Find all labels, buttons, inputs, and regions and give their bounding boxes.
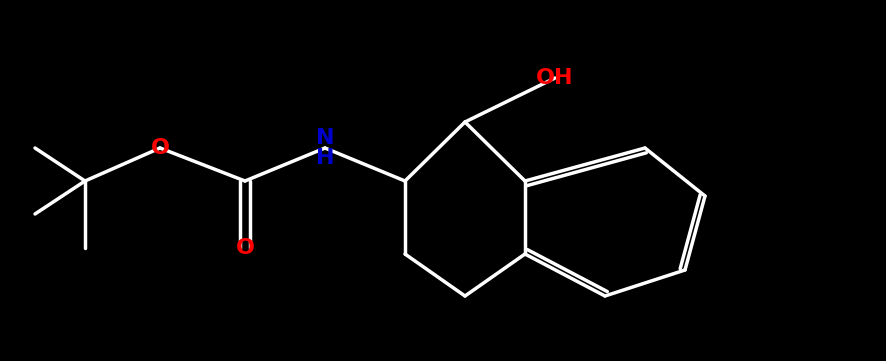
Text: H: H [315,148,334,168]
Text: N: N [315,128,334,148]
Text: OH: OH [536,68,573,88]
Text: O: O [151,138,169,158]
Text: O: O [236,238,254,258]
